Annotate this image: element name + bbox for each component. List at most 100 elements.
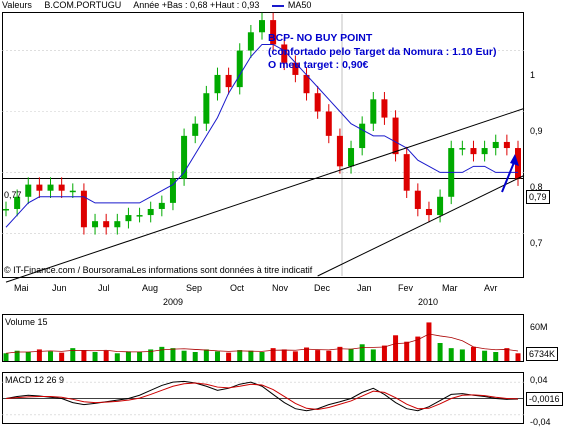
price-candle (437, 196, 444, 216)
month-label: Fev (398, 283, 414, 293)
forecast-arrow (501, 159, 516, 193)
price-last-box: 0,79 (526, 190, 550, 204)
month-label: Mar (442, 283, 458, 293)
price-candle (403, 154, 410, 191)
price-candle (414, 190, 421, 209)
macd-last-box: -0,0016 (526, 392, 563, 406)
volume-bar (103, 350, 109, 361)
year-label: 2009 (163, 297, 184, 307)
volume-bar (81, 350, 87, 361)
price-left-marker: 0,77 (4, 190, 22, 200)
source-note: © IT-Finance.com / BoursoramaLes informa… (4, 265, 313, 275)
price-candle (192, 123, 199, 136)
macd-panel (2, 372, 524, 424)
ma50-line (5, 43, 518, 228)
volume-last-box: 6734K (526, 347, 559, 361)
price-tick-08: 0,8 (530, 182, 543, 192)
volume-bar (515, 353, 521, 361)
price-candle (225, 74, 232, 88)
price-candle (359, 123, 366, 149)
price-candle (425, 208, 432, 216)
volume-bar (237, 350, 243, 361)
price-candle (303, 74, 310, 94)
price-candle (281, 44, 288, 63)
month-label: Aug (142, 283, 159, 293)
price-candle (36, 184, 43, 191)
price-candle (392, 117, 399, 155)
annotation-line1: BCP- NO BUY POINT (268, 32, 373, 44)
price-candle (247, 32, 254, 51)
price-candle (370, 99, 377, 124)
volume-average-line (5, 333, 519, 354)
volume-bar (203, 349, 209, 361)
volume-bar (125, 351, 131, 361)
price-candle (103, 221, 110, 228)
volume-bar (3, 353, 9, 361)
year-label: 2010 (418, 297, 439, 307)
volume-bar (415, 336, 421, 361)
price-candle (92, 221, 99, 228)
chart-header: Valeurs B.COM.PORTUGU Année +Bas : 0,68 … (2, 0, 321, 10)
volume-bar (370, 349, 376, 361)
price-candle (492, 141, 499, 149)
header-label: Valeurs (2, 0, 32, 10)
volume-bar (170, 348, 176, 361)
volume-bar (92, 352, 98, 361)
volume-bar (270, 348, 276, 361)
volume-bar (381, 345, 387, 361)
volume-bar (326, 350, 332, 361)
month-label: Dec (314, 283, 331, 293)
price-tick-1: 1 (530, 70, 536, 80)
volume-bar (348, 348, 354, 361)
volume-bar (426, 322, 432, 361)
volume-bar (70, 348, 76, 361)
price-candle (14, 196, 21, 209)
month-label: Nov (272, 283, 289, 293)
volume-bar (148, 349, 154, 361)
price-candle (381, 99, 388, 118)
volume-bar (281, 349, 287, 361)
volume-bar (393, 335, 399, 361)
price-candle (203, 93, 210, 124)
price-candle (236, 50, 243, 88)
volume-bar (404, 341, 410, 361)
volume-title: Volume 15 (5, 317, 48, 327)
forecast-arrowhead (510, 154, 519, 166)
volume-bar (482, 350, 488, 361)
month-label: Oct (230, 283, 245, 293)
annotation-line3: O meu target : 0,90€ (268, 59, 369, 71)
price-candle (459, 148, 466, 150)
volume-bar (59, 352, 65, 361)
volume-bar (337, 346, 343, 361)
ma-legend-swatch (271, 4, 284, 7)
price-candle (158, 202, 165, 209)
price-candle (503, 141, 510, 149)
price-panel (2, 12, 524, 278)
month-label: Sep (186, 283, 203, 293)
volume-bar (137, 352, 143, 361)
price-candle (125, 215, 132, 222)
macd-line (5, 380, 519, 412)
price-candle (147, 208, 154, 216)
price-candle (181, 135, 188, 179)
price-candle (348, 148, 355, 167)
annotation: BCP- NO BUY POINT (confortado pelo Targe… (268, 32, 497, 73)
volume-bar (459, 349, 465, 361)
volume-bar (159, 346, 165, 361)
month-label: Jan (357, 283, 372, 293)
volume-bar (292, 351, 298, 361)
month-label: Jun (52, 283, 67, 293)
volume-bar (226, 352, 232, 361)
trendline-upper (5, 108, 525, 283)
price-candle (270, 20, 277, 45)
price-tick-07: 0,7 (530, 238, 543, 248)
price-candle (259, 20, 265, 33)
volume-bar (25, 352, 31, 361)
month-label: Mai (14, 283, 29, 293)
volume-bar (214, 351, 220, 361)
header-ticker: B.COM.PORTUGU (44, 0, 122, 10)
volume-bar (181, 350, 187, 361)
volume-bar (248, 350, 254, 361)
month-label: Jul (98, 283, 110, 293)
